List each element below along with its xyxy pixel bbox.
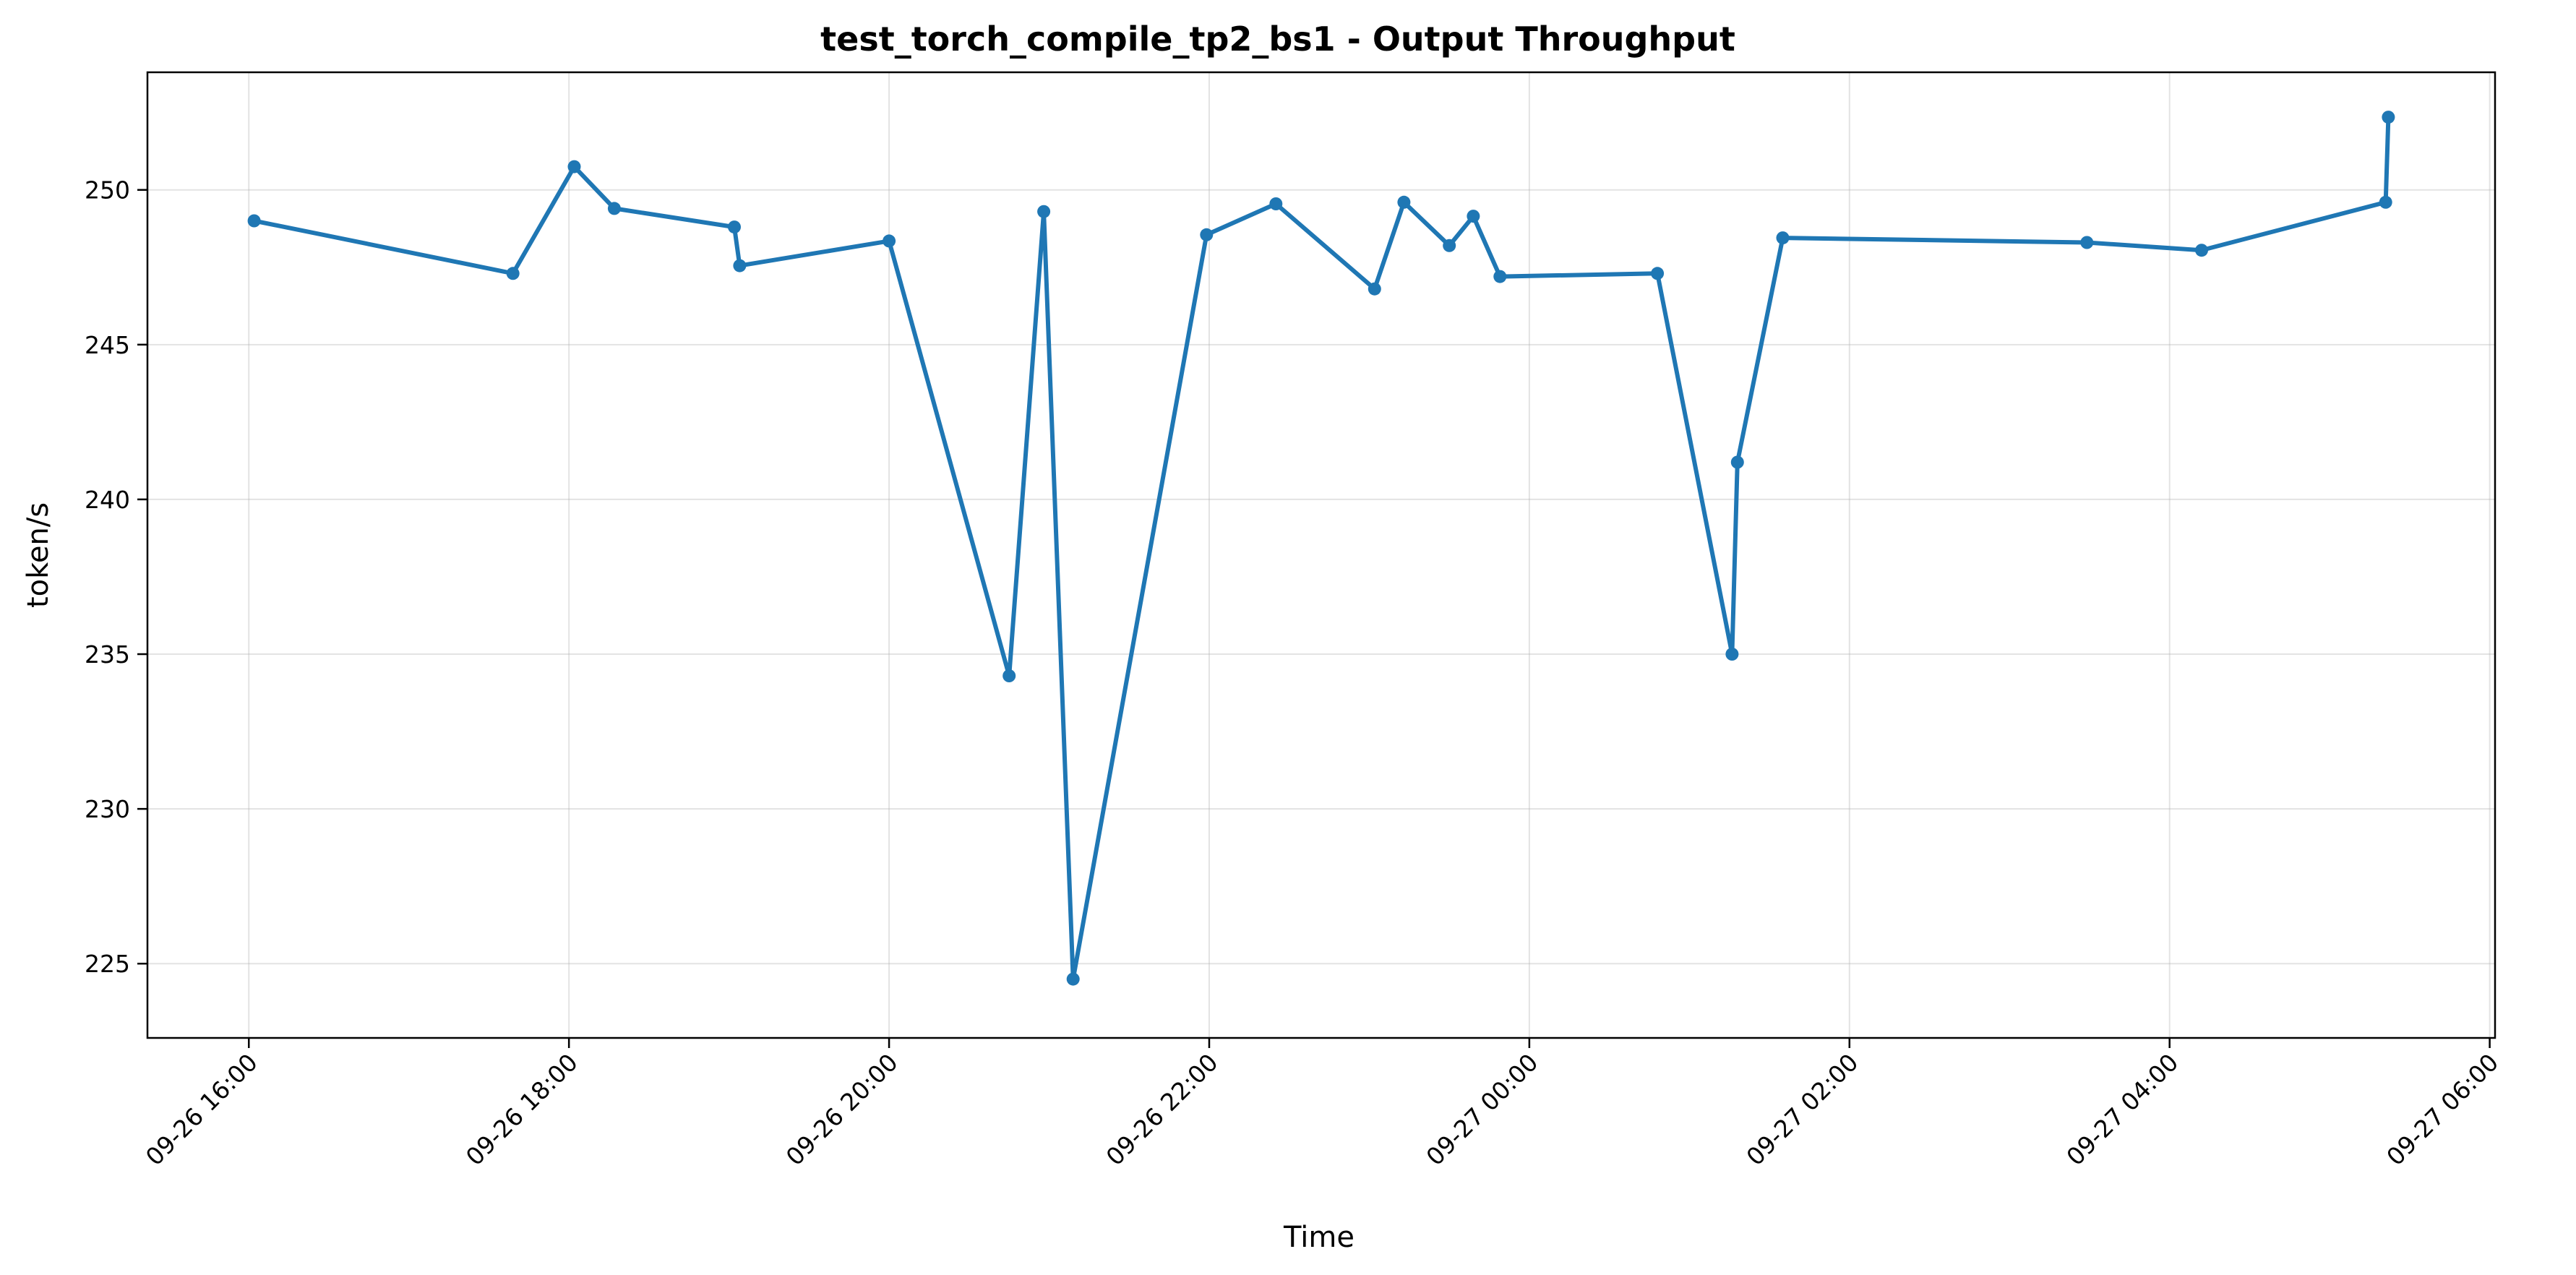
data-point (883, 234, 896, 248)
x-tick-label: 09-27 00:00 (1420, 1048, 1543, 1171)
data-point (1066, 972, 1080, 986)
y-tick-label: 245 (85, 331, 130, 359)
y-axis: 225 230 235 240 245 250 (85, 176, 147, 978)
x-tick-label: 09-26 18:00 (460, 1048, 583, 1171)
data-point (247, 214, 261, 228)
data-point (1467, 210, 1480, 223)
data-point (733, 259, 747, 272)
data-point (2080, 236, 2094, 249)
data-point (1037, 205, 1051, 218)
chart-title: test_torch_compile_tp2_bs1 - Output Thro… (820, 20, 1735, 59)
plot-area-frame (146, 71, 2496, 1039)
data-point (1269, 197, 1283, 210)
data-point (1368, 282, 1381, 296)
data-point (2382, 111, 2395, 124)
data-point (1493, 270, 1507, 283)
x-tick-label: 09-27 04:00 (2061, 1048, 2184, 1171)
x-tick-label: 09-26 22:00 (1101, 1048, 1224, 1171)
y-tick-label: 240 (85, 486, 130, 514)
x-tick-label: 09-26 20:00 (781, 1048, 903, 1171)
data-point (1200, 228, 1214, 241)
y-axis-label: token/s (22, 502, 55, 608)
data-point (607, 202, 621, 215)
x-tick-label: 09-27 06:00 (2381, 1048, 2504, 1171)
x-axis: 09-26 16:00 09-26 18:00 09-26 20:00 09-26 2… (140, 1038, 2504, 1171)
y-tick-label: 225 (85, 950, 130, 978)
series-line-layer (252, 115, 2391, 982)
x-axis-label: Time (1283, 1221, 1354, 1254)
data-point (506, 267, 520, 280)
data-point (1397, 195, 1411, 209)
data-point (1730, 455, 1744, 469)
data-point (1725, 648, 1739, 661)
data-point (1776, 231, 1790, 245)
data-points (247, 111, 2395, 986)
data-point (1443, 239, 1456, 252)
data-point (728, 220, 741, 234)
x-tick-label: 09-26 16:00 (140, 1048, 263, 1171)
x-tick-label: 09-27 02:00 (1740, 1048, 1863, 1171)
data-point (1003, 669, 1016, 682)
grid (147, 72, 2495, 1038)
y-tick-label: 250 (85, 176, 130, 205)
data-point (2379, 195, 2392, 209)
data-point (567, 160, 581, 173)
y-tick-label: 235 (85, 640, 130, 669)
data-point (1651, 267, 1665, 280)
series-line (252, 115, 2391, 982)
y-tick-label: 230 (85, 795, 130, 823)
data-point (2195, 244, 2208, 257)
